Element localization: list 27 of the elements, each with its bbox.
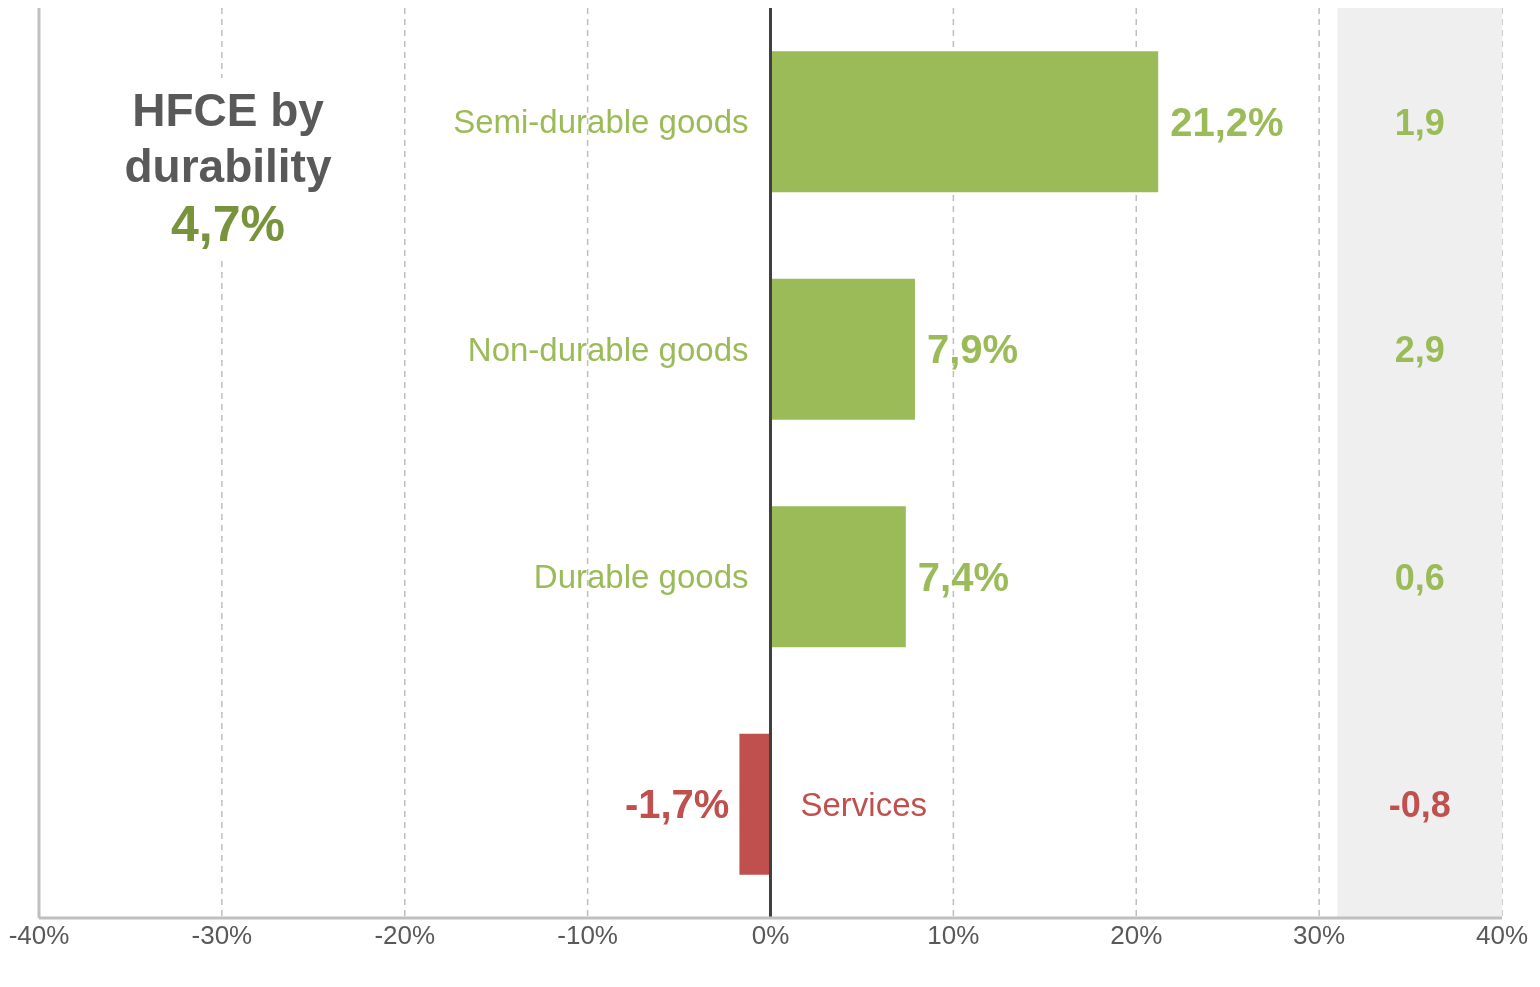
- x-tick-label: 20%: [1110, 920, 1163, 951]
- annotation: -0,8: [1388, 784, 1451, 826]
- text: 4,7%: [170, 195, 286, 254]
- x-tick-label: 40%: [1475, 920, 1529, 951]
- x-tick-label: -40%: [8, 920, 70, 951]
- y-tick-label: Durable goods: [533, 558, 749, 596]
- data-label: 7,4%: [917, 554, 1009, 599]
- data-label: -1,7%: [624, 782, 730, 827]
- bar: [770, 51, 1159, 193]
- x-tick-label: 10%: [927, 920, 980, 951]
- x-tick-label: -30%: [191, 920, 253, 951]
- bar: [770, 506, 906, 648]
- x-tick-label: 30%: [1293, 920, 1346, 951]
- x-tick-label: -20%: [374, 920, 436, 951]
- text: HFCE by durability: [123, 83, 333, 194]
- y-tick-label: Services: [800, 785, 928, 823]
- y-tick-label: Non-durable goods: [467, 330, 749, 368]
- data-label: 7,9%: [926, 327, 1019, 372]
- y-tick-label: Semi-durable goods: [453, 103, 749, 141]
- data-label: 21,2%: [1170, 99, 1284, 144]
- annotation: 2,9: [1394, 329, 1445, 371]
- annotation: 1,9: [1394, 101, 1445, 143]
- x-tick-label: -10%: [557, 920, 618, 951]
- x-tick-label: 0%: [751, 920, 790, 951]
- bar: [770, 278, 915, 420]
- annotation: 0,6: [1394, 556, 1445, 598]
- bar: [739, 733, 771, 875]
